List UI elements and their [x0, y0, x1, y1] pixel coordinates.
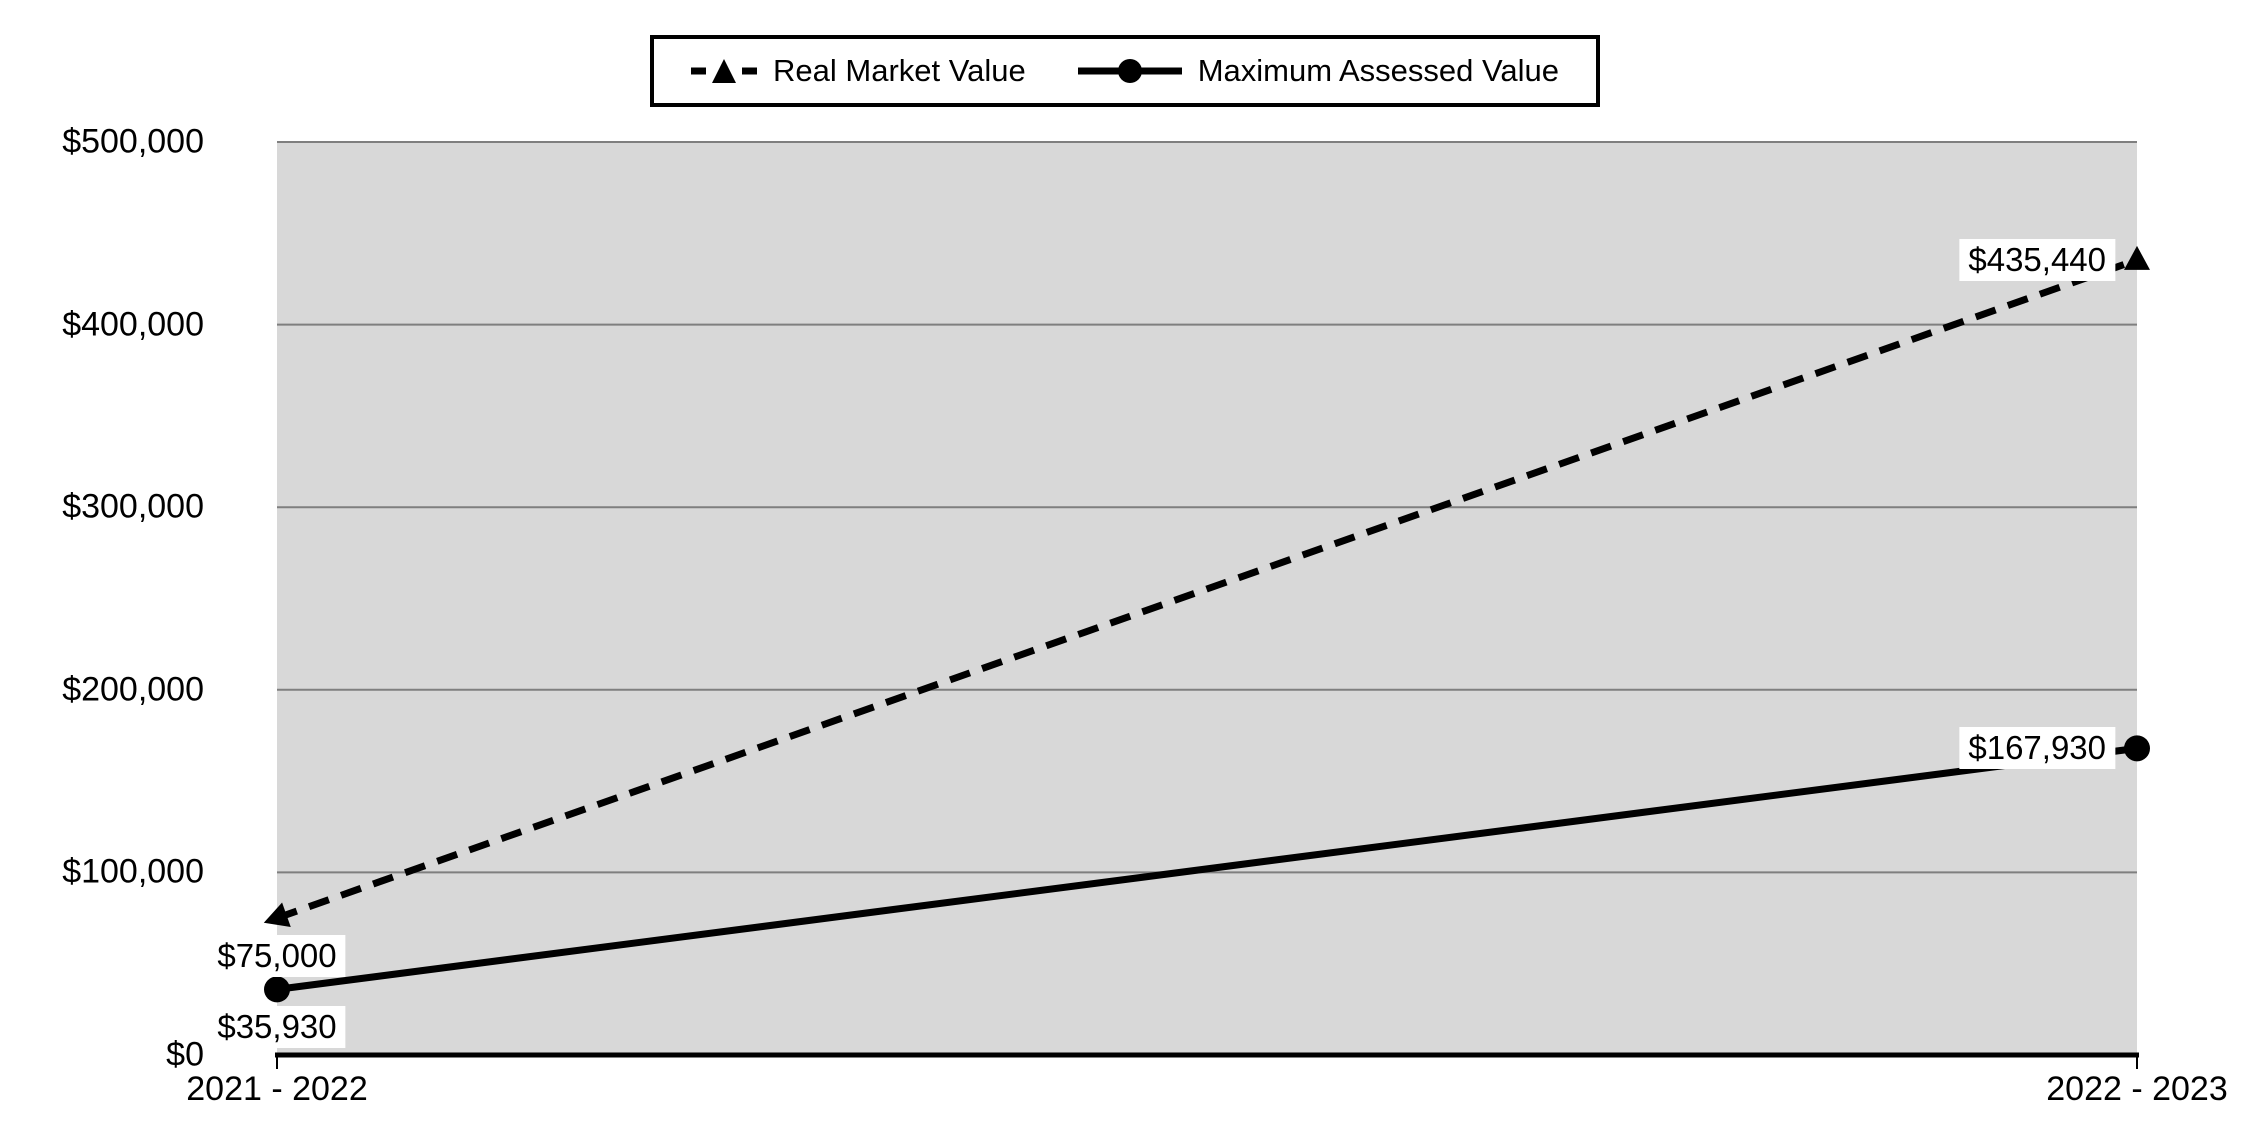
data-label-real-market-value-2021: $75,000: [208, 935, 346, 978]
circle-marker: [264, 976, 290, 1003]
legend-item-real-market-value: Real Market Value: [691, 53, 1026, 89]
x-axis-tick-label-2021-2022: 2021 - 2022: [186, 1070, 368, 1108]
series-line-dashed: [275, 256, 2139, 922]
series-line-solid: [276, 744, 2138, 993]
solid-line-circle-marker-icon: [1077, 59, 1182, 83]
y-axis-tick-label: $300,000: [62, 487, 204, 526]
circle-marker: [2124, 735, 2150, 762]
triangle-marker: [2124, 245, 2150, 270]
legend: Real Market Value Maximum Assessed Value: [650, 35, 1600, 107]
dashed-line-triangle-marker-icon: [691, 59, 758, 83]
data-label-maximum-assessed-value-2022: $167,930: [1959, 727, 2115, 770]
legend-item-maximum-assessed-value: Maximum Assessed Value: [1077, 53, 1559, 89]
y-axis-tick-label: $500,000: [62, 122, 204, 161]
triangle-marker: [263, 902, 291, 927]
y-axis-tick-label: $200,000: [62, 670, 204, 709]
legend-label-maximum-assessed-value: Maximum Assessed Value: [1197, 53, 1559, 88]
y-axis-tick-label: $400,000: [62, 305, 204, 344]
y-axis-tick-label: $100,000: [62, 852, 204, 891]
plot-area: [277, 142, 2137, 1055]
legend-label-real-market-value: Real Market Value: [773, 53, 1026, 88]
y-axis-tick-label: $0: [166, 1035, 204, 1074]
data-label-maximum-assessed-value-2021: $35,930: [208, 1006, 346, 1049]
data-label-real-market-value-2022: $435,440: [1959, 238, 2115, 281]
x-axis-tick-label-2022-2023: 2022 - 2023: [2046, 1070, 2228, 1108]
